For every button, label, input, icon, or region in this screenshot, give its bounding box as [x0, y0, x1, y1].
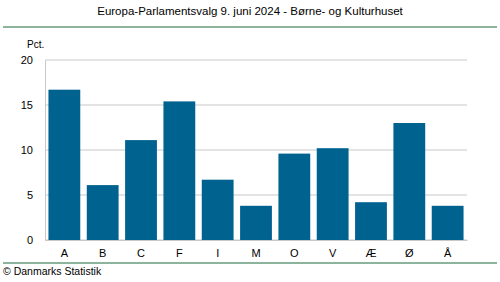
x-tick-label: O	[290, 247, 299, 259]
x-tick: Æ	[365, 240, 376, 259]
x-axis: ABCFIMOVÆØÅ	[46, 240, 468, 259]
source: © Danmarks Statistik	[3, 265, 102, 277]
x-tick-label: Å	[444, 247, 452, 259]
y-tick-label: 0	[27, 234, 33, 246]
plot: 0 5 10 15 20 A B C F I M O V Æ Ø Å	[21, 54, 468, 259]
bar	[355, 202, 387, 240]
y-axis-line	[45, 61, 46, 241]
x-tick-label: C	[137, 247, 145, 259]
bar	[202, 180, 234, 240]
header-rule	[3, 27, 497, 28]
y-tick: 15	[21, 99, 45, 111]
x-tick-label: Ø	[405, 247, 414, 259]
x-tick: Å	[444, 240, 452, 259]
x-tick-label: B	[99, 247, 106, 259]
x-tick-label: A	[61, 247, 69, 259]
x-tick: V	[329, 240, 337, 259]
x-axis-line	[46, 240, 468, 241]
title: Europa-Parlamentsvalg 9. juni 2024 - Bør…	[97, 5, 403, 17]
x-tick-label: V	[329, 247, 337, 259]
bar	[317, 148, 349, 240]
bar	[278, 154, 310, 240]
y-tick: 0	[27, 234, 45, 246]
bar	[125, 140, 157, 240]
x-tick: C	[137, 240, 145, 259]
y-tick-label: 10	[21, 144, 33, 156]
y-tick-label: 5	[27, 189, 33, 201]
grid	[45, 60, 467, 240]
bar	[48, 90, 80, 240]
grid-line	[45, 105, 467, 106]
y-tick-label: 20	[21, 54, 33, 66]
bars	[48, 90, 463, 240]
x-tick: O	[290, 240, 299, 259]
x-tick: M	[251, 240, 260, 259]
x-tick: I	[216, 240, 219, 259]
x-tick-label: M	[251, 247, 260, 259]
x-tick-label: F	[176, 247, 183, 259]
bar	[240, 206, 272, 240]
chart-svg: Europa-Parlamentsvalg 9. juni 2024 - Bør…	[0, 0, 500, 282]
y-tick: 20	[21, 54, 45, 66]
x-tick-label: I	[216, 247, 219, 259]
x-tick: B	[99, 240, 106, 259]
grid-line	[45, 60, 467, 61]
bar	[87, 185, 119, 240]
footer-rule	[3, 263, 497, 264]
x-tick: Ø	[405, 240, 414, 259]
y-tick: 10	[21, 144, 45, 156]
x-tick-label: Æ	[365, 247, 376, 259]
y-axis-label: Pct.	[27, 39, 44, 50]
y-tick-label: 15	[21, 99, 33, 111]
chart-container: Europa-Parlamentsvalg 9. juni 2024 - Bør…	[0, 0, 500, 282]
x-tick: A	[61, 240, 69, 259]
y-axis: 0 5 10 15 20	[21, 54, 46, 246]
x-tick: F	[176, 240, 183, 259]
bar	[393, 123, 425, 240]
bar	[163, 101, 195, 240]
bar	[432, 206, 464, 240]
y-tick: 5	[27, 189, 45, 201]
